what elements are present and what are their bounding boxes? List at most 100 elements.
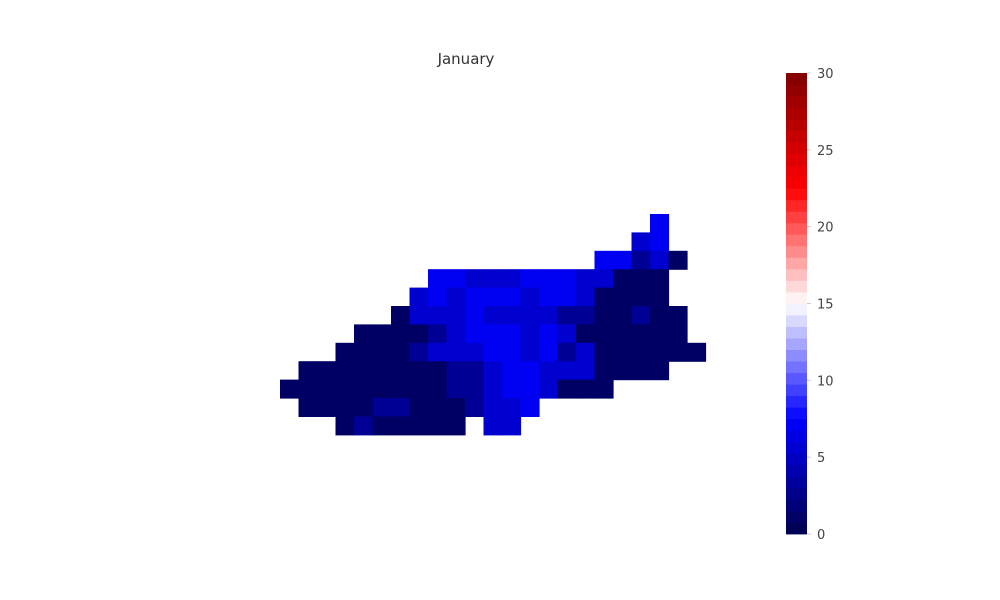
heatmap-cell <box>428 379 448 399</box>
heatmap-cell <box>539 324 559 344</box>
heatmap-cell <box>631 269 651 289</box>
heatmap-cell <box>539 379 559 399</box>
heatmap-cell <box>428 398 448 417</box>
heatmap-cell <box>428 416 448 436</box>
heatmap-cell <box>613 250 633 270</box>
heatmap-cell <box>446 306 466 325</box>
colorbar-band <box>786 303 807 316</box>
colorbar-band <box>786 315 807 327</box>
heatmap-cell <box>557 361 577 381</box>
colorbar-band <box>786 153 807 166</box>
heatmap-cell <box>372 324 392 344</box>
heatmap-cell <box>465 361 485 381</box>
heatmap-cell <box>465 324 485 344</box>
heatmap-cell <box>539 306 559 325</box>
heatmap-cell <box>298 379 318 399</box>
colorbar-band <box>786 119 807 132</box>
heatmap-cell <box>372 379 392 399</box>
colorbar-band <box>786 464 807 477</box>
heatmap-cell <box>391 342 411 362</box>
colorbar-band <box>786 349 807 362</box>
heatmap-cell <box>335 342 355 362</box>
heatmap-cell <box>557 269 577 289</box>
colorbar-band <box>786 211 807 224</box>
heatmap-cell <box>502 398 522 417</box>
heatmap-cell <box>502 269 522 289</box>
heatmap-cell <box>650 287 670 307</box>
heatmap-cell <box>428 269 448 289</box>
colorbar-band <box>786 257 807 270</box>
heatmap-cell <box>650 361 670 381</box>
colorbar-band <box>786 84 807 97</box>
heatmap-cell <box>298 398 318 417</box>
colorbar-band <box>786 107 807 120</box>
colorbar-band <box>786 487 807 500</box>
colorbar-band <box>786 199 807 212</box>
heatmap-cell <box>465 342 485 362</box>
heatmap-cell <box>428 287 448 307</box>
heatmap-cell <box>483 398 503 417</box>
colorbar-tick-label: 10 <box>817 374 834 389</box>
heatmap-cell <box>520 361 540 381</box>
heatmap-cell <box>409 287 429 307</box>
heatmap-cell <box>502 306 522 325</box>
heatmap-cell <box>613 324 633 344</box>
heatmap-cell <box>409 398 429 417</box>
heatmap-cell <box>465 379 485 399</box>
heatmap-cell <box>409 379 429 399</box>
colorbar-band <box>786 222 807 235</box>
heatmap-cell <box>483 379 503 399</box>
heatmap-cell <box>594 269 614 289</box>
heatmap-cell <box>631 342 651 362</box>
colorbar-band <box>786 96 807 108</box>
heatmap-cell <box>539 342 559 362</box>
heatmap-cell <box>372 361 392 381</box>
heatmap-cell <box>502 379 522 399</box>
colorbar-band <box>786 372 807 385</box>
colorbar-tick-label: 5 <box>817 451 825 466</box>
colorbar-band <box>786 441 807 454</box>
heatmap-cell <box>391 398 411 417</box>
heatmap-cell <box>520 269 540 289</box>
colorbar-band <box>786 453 807 466</box>
heatmap-cell <box>594 379 614 399</box>
heatmap-cell <box>576 306 596 325</box>
heatmap-cell <box>465 269 485 289</box>
heatmap-cell <box>446 398 466 417</box>
colorbar-band <box>786 245 807 258</box>
heatmap-cell <box>613 287 633 307</box>
heatmap-cell <box>428 306 448 325</box>
heatmap-cell <box>650 306 670 325</box>
heatmap-cell <box>428 361 448 381</box>
heatmap-cell <box>520 342 540 362</box>
heatmap-cell <box>317 379 337 399</box>
colorbar-band <box>786 176 807 189</box>
heatmap-cell <box>391 306 411 325</box>
colorbar-band <box>786 418 807 431</box>
heatmap-cell <box>631 306 651 325</box>
colorbar-band <box>786 73 807 85</box>
heatmap-cell <box>446 379 466 399</box>
heatmap-cell <box>668 342 688 362</box>
heatmap-cell <box>391 416 411 436</box>
heatmap-cell <box>576 379 596 399</box>
heatmap-cell <box>483 342 503 362</box>
heatmap-cell <box>391 361 411 381</box>
heatmap-cell <box>520 398 540 417</box>
heatmap-cell <box>687 342 707 362</box>
heatmap-cell <box>502 324 522 344</box>
heatmap-cell <box>631 232 651 252</box>
heatmap-cell <box>446 324 466 344</box>
heatmap-cell <box>539 361 559 381</box>
heatmap-cell <box>520 306 540 325</box>
chart-title: January <box>437 50 495 68</box>
heatmap-cell <box>354 398 374 417</box>
heatmap-cell <box>650 232 670 252</box>
heatmap-cell <box>483 287 503 307</box>
colorbar-band <box>786 395 807 408</box>
colorbar-tick-label: 30 <box>817 67 834 82</box>
heatmap-cell <box>502 416 522 436</box>
heatmap-cell <box>465 398 485 417</box>
colorbar-band <box>786 510 807 523</box>
